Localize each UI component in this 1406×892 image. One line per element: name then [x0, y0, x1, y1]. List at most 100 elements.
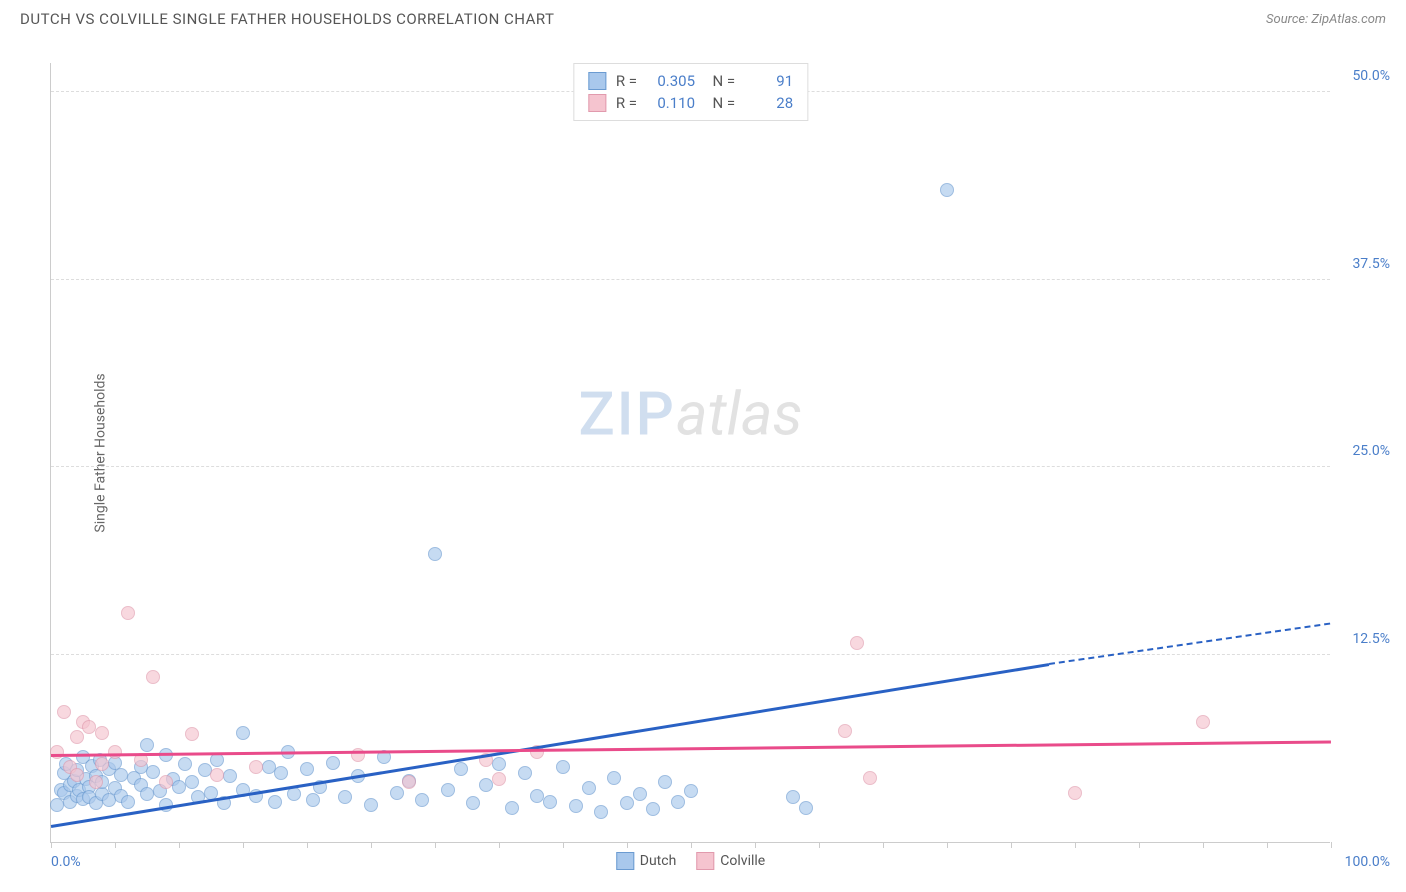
- scatter-point: [786, 790, 800, 804]
- scatter-point: [402, 775, 416, 789]
- x-tick: [1139, 842, 1140, 848]
- watermark-zip: ZIP: [578, 378, 675, 449]
- scatter-point: [1068, 786, 1082, 800]
- watermark: ZIPatlas: [578, 378, 802, 449]
- x-tick: [435, 842, 436, 848]
- scatter-point: [57, 705, 71, 719]
- legend-label: Colville: [720, 853, 765, 869]
- scatter-point: [268, 795, 282, 809]
- scatter-point: [326, 756, 340, 770]
- scatter-point: [492, 772, 506, 786]
- x-tick: [627, 842, 628, 848]
- y-axis-title: Single Father Households: [93, 373, 109, 532]
- scatter-point: [185, 727, 199, 741]
- legend-r-value: 0.305: [647, 72, 695, 90]
- scatter-point: [249, 760, 263, 774]
- x-tick: [307, 842, 308, 848]
- scatter-point: [70, 730, 84, 744]
- x-tick: [1075, 842, 1076, 848]
- legend-row: R =0.110 N =28: [588, 92, 793, 114]
- scatter-point: [415, 793, 429, 807]
- chart-header: DUTCH VS COLVILLE SINGLE FATHER HOUSEHOL…: [0, 0, 1406, 33]
- scatter-point: [108, 745, 122, 759]
- legend-swatch: [696, 852, 714, 870]
- scatter-point: [646, 802, 660, 816]
- gridline: [51, 654, 1330, 655]
- legend-n-value: 28: [745, 94, 793, 112]
- legend-swatch: [588, 94, 606, 112]
- scatter-point: [364, 798, 378, 812]
- scatter-point: [658, 775, 672, 789]
- scatter-point: [428, 547, 442, 561]
- scatter-point: [543, 795, 557, 809]
- x-tick: [499, 842, 500, 848]
- x-tick: [1267, 842, 1268, 848]
- scatter-point: [505, 801, 519, 815]
- watermark-atlas: atlas: [676, 378, 803, 449]
- x-tick: [1011, 842, 1012, 848]
- scatter-point: [620, 796, 634, 810]
- x-tick: [1203, 842, 1204, 848]
- scatter-point: [441, 783, 455, 797]
- scatter-point: [582, 781, 596, 795]
- scatter-point: [114, 768, 128, 782]
- scatter-point: [287, 787, 301, 801]
- scatter-point: [850, 636, 864, 650]
- scatter-point: [121, 606, 135, 620]
- scatter-point: [146, 765, 160, 779]
- y-tick-label: 12.5%: [1352, 631, 1390, 647]
- scatter-point: [569, 799, 583, 813]
- legend-swatch: [616, 852, 634, 870]
- x-tick: [563, 842, 564, 848]
- scatter-point: [159, 775, 173, 789]
- x-axis-min-label: 0.0%: [51, 854, 81, 870]
- scatter-point: [274, 766, 288, 780]
- y-tick-label: 50.0%: [1352, 68, 1390, 84]
- scatter-point: [799, 801, 813, 815]
- scatter-point: [121, 795, 135, 809]
- scatter-point: [178, 757, 192, 771]
- scatter-point: [684, 784, 698, 798]
- x-tick: [947, 842, 948, 848]
- scatter-point: [466, 796, 480, 810]
- x-tick: [51, 842, 52, 848]
- x-tick: [883, 842, 884, 848]
- scatter-point: [146, 670, 160, 684]
- scatter-point: [223, 769, 237, 783]
- scatter-point: [95, 757, 109, 771]
- x-tick: [243, 842, 244, 848]
- scatter-point: [492, 757, 506, 771]
- legend-n-label: N =: [705, 72, 735, 90]
- legend-label: Dutch: [640, 853, 677, 869]
- legend-row: R =0.305 N =91: [588, 70, 793, 92]
- x-tick: [1331, 842, 1332, 848]
- scatter-point: [940, 183, 954, 197]
- scatter-point: [633, 787, 647, 801]
- scatter-point: [607, 771, 621, 785]
- x-axis-max-label: 100.0%: [1345, 854, 1390, 870]
- scatter-point: [70, 768, 84, 782]
- plot-area: Single Father Households ZIPatlas 12.5%2…: [50, 63, 1330, 843]
- scatter-point: [671, 795, 685, 809]
- trend-line-extrapolated: [1049, 623, 1331, 665]
- scatter-point: [838, 724, 852, 738]
- x-tick: [819, 842, 820, 848]
- scatter-point: [140, 738, 154, 752]
- trend-line: [51, 741, 1331, 757]
- scatter-point: [300, 762, 314, 776]
- source-attribution: Source: ZipAtlas.com: [1266, 12, 1386, 27]
- series-legend: Dutch Colville: [616, 852, 765, 870]
- scatter-point: [454, 762, 468, 776]
- scatter-point: [479, 778, 493, 792]
- chart-title: DUTCH VS COLVILLE SINGLE FATHER HOUSEHOL…: [20, 10, 555, 28]
- gridline: [51, 279, 1330, 280]
- scatter-point: [185, 775, 199, 789]
- scatter-point: [594, 805, 608, 819]
- scatter-point: [556, 760, 570, 774]
- x-tick: [691, 842, 692, 848]
- scatter-point: [338, 790, 352, 804]
- scatter-point: [236, 726, 250, 740]
- chart-container: Single Father Households ZIPatlas 12.5% 2…: [0, 33, 1406, 883]
- scatter-point: [518, 766, 532, 780]
- scatter-point: [863, 771, 877, 785]
